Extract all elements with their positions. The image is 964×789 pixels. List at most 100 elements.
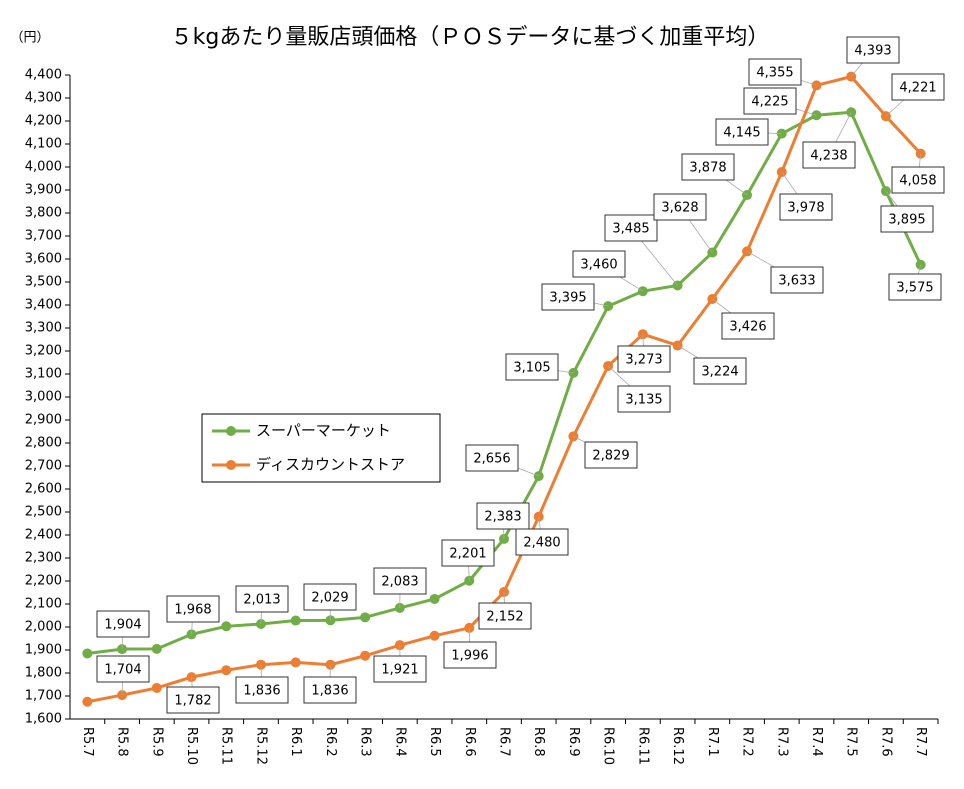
value-label-box <box>96 655 150 683</box>
value-label: 3,224 <box>701 365 738 380</box>
value-label: 1,921 <box>381 663 418 678</box>
value-label-box <box>617 385 671 413</box>
value-label: 4,355 <box>756 66 793 81</box>
value-label-box <box>465 444 519 472</box>
y-tick-label: 2,900 <box>25 413 62 428</box>
y-tick-label: 3,100 <box>25 367 62 382</box>
y-tick-label: 3,500 <box>25 275 62 290</box>
x-tick-label: R7.1 <box>705 727 720 757</box>
x-tick-label: R6.6 <box>462 727 477 757</box>
data-point <box>82 696 93 707</box>
x-tick-label: R6.4 <box>392 727 407 757</box>
value-label-box <box>721 312 775 340</box>
value-label: 2,656 <box>473 452 510 467</box>
value-label-box <box>743 87 797 115</box>
value-label: 4,145 <box>723 126 760 141</box>
value-label-box <box>770 266 824 294</box>
data-point <box>221 665 232 676</box>
value-label: 2,029 <box>311 591 348 606</box>
value-label-box <box>584 441 638 469</box>
value-label: 4,238 <box>810 149 847 164</box>
value-label: 2,829 <box>592 449 629 464</box>
value-label: 2,083 <box>381 575 418 590</box>
x-tick-label: R5.8 <box>115 727 130 757</box>
y-tick-label: 2,300 <box>25 551 62 566</box>
series-line <box>87 110 922 655</box>
value-label: 2,201 <box>449 547 486 562</box>
value-label-box <box>572 250 626 278</box>
value-label: 1,836 <box>243 684 280 699</box>
value-label: 4,221 <box>899 81 936 96</box>
y-tick-label: 3,400 <box>25 298 62 313</box>
value-label: 1,968 <box>174 603 211 618</box>
x-tick-label: R7.4 <box>809 727 824 757</box>
value-label: 4,393 <box>854 44 891 59</box>
value-label: 4,058 <box>899 174 936 189</box>
value-label-box <box>846 36 900 64</box>
x-tick-label: R7.3 <box>774 727 789 757</box>
value-label: 3,628 <box>661 201 698 216</box>
value-label-box <box>891 73 945 101</box>
data-point <box>290 657 301 668</box>
value-label-box <box>166 595 220 623</box>
legend-box <box>201 413 441 483</box>
data-point <box>429 593 440 604</box>
value-label-box <box>653 193 707 221</box>
value-label-box <box>617 345 671 373</box>
value-label: 4,225 <box>751 95 788 110</box>
y-tick-label: 3,200 <box>25 344 62 359</box>
value-label: 3,633 <box>778 274 815 289</box>
value-label: 1,782 <box>174 694 211 709</box>
x-tick-label: R7.5 <box>844 727 859 757</box>
x-tick-label: R6.9 <box>566 727 581 757</box>
y-axis-label: （円） <box>10 31 49 46</box>
value-label-box <box>96 610 150 638</box>
y-tick-label: 2,500 <box>25 505 62 520</box>
value-label: 3,575 <box>896 281 933 296</box>
y-tick-label: 1,700 <box>25 689 62 704</box>
value-label-box <box>779 193 833 221</box>
value-label: 2,152 <box>486 610 523 625</box>
data-point <box>221 621 232 632</box>
value-label: 2,383 <box>484 510 521 525</box>
y-tick-label: 4,000 <box>25 160 62 175</box>
value-label-box <box>373 655 427 683</box>
x-tick-label: R5.7 <box>80 727 95 757</box>
x-tick-label: R5.9 <box>149 727 164 757</box>
value-label-box <box>604 214 658 242</box>
data-point <box>360 612 371 623</box>
x-tick-label: R6.8 <box>531 727 546 757</box>
legend-label: ディスカウントストア <box>256 456 405 474</box>
y-tick-label: 3,000 <box>25 390 62 405</box>
x-tick-label: R6.10 <box>601 727 616 765</box>
x-tick-label: R6.2 <box>323 727 338 757</box>
value-label-box <box>505 353 559 381</box>
y-tick-label: 3,800 <box>25 206 62 221</box>
value-label-box <box>715 118 769 146</box>
legend-marker <box>226 460 236 470</box>
data-point <box>151 682 162 693</box>
x-tick-label: R5.10 <box>184 727 199 765</box>
value-label-box <box>303 583 357 611</box>
value-label-box <box>693 357 747 385</box>
value-label: 3,135 <box>625 393 662 408</box>
x-tick-label: R6.3 <box>358 727 373 757</box>
x-tick-label: R7.7 <box>913 727 928 757</box>
value-label-box <box>476 502 530 530</box>
y-tick-label: 2,700 <box>25 459 62 474</box>
value-label: 3,273 <box>625 353 662 368</box>
value-label: 3,395 <box>549 291 586 306</box>
value-label-box <box>888 273 942 301</box>
chart-title: ５kgあたり量販店頭価格（ＰＯＳデータに基づく加重平均） <box>171 25 770 50</box>
y-tick-label: 2,600 <box>25 482 62 497</box>
value-label: 3,878 <box>689 161 726 176</box>
value-label: 3,978 <box>787 201 824 216</box>
y-tick-label: 3,700 <box>25 229 62 244</box>
data-point <box>290 615 301 626</box>
legend-label: スーパーマーケット <box>256 422 391 440</box>
value-label-box <box>681 153 735 181</box>
value-label: 3,485 <box>612 222 649 237</box>
y-tick-label: 4,400 <box>25 68 62 83</box>
y-tick-label: 2,200 <box>25 574 62 589</box>
